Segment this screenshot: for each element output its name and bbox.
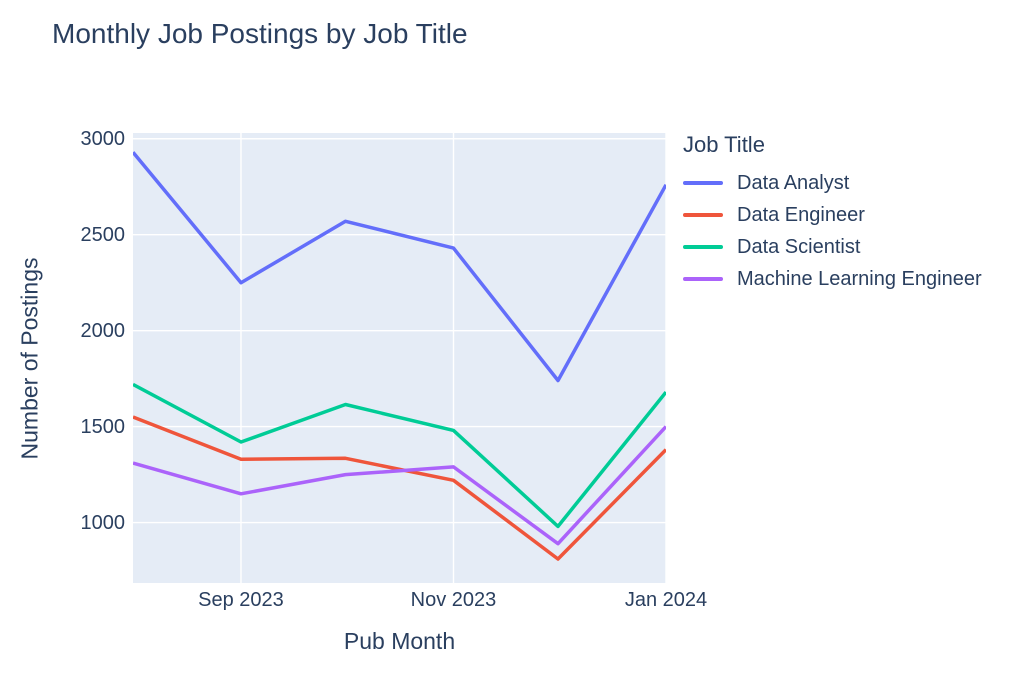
legend-item-machine-learning-engineer[interactable]: Machine Learning Engineer <box>683 263 982 295</box>
legend: Job Title Data Analyst Data Engineer Data … <box>683 132 982 295</box>
legend-label: Data Analyst <box>737 171 850 194</box>
x-axis-title: Pub Month <box>343 628 456 654</box>
y-tick-label: 3000 <box>80 127 126 150</box>
series-line-data-analyst[interactable] <box>133 151 666 383</box>
legend-label: Data Scientist <box>737 235 861 258</box>
x-tick-label: Jan 2024 <box>624 589 708 611</box>
y-axis-title: Number of Postings <box>16 257 43 459</box>
legend-items: Data Analyst Data Engineer Data Scientist M… <box>683 167 982 295</box>
legend-item-data-engineer[interactable]: Data Engineer <box>683 199 982 231</box>
y-tick-label: 1500 <box>80 415 126 438</box>
legend-title: Job Title <box>683 132 765 157</box>
legend-line-swatch <box>683 181 723 185</box>
legend-item-data-scientist[interactable]: Data Scientist <box>683 231 982 263</box>
plot-background <box>133 133 666 583</box>
y-axis-title-wrap: Number of Postings <box>10 133 50 583</box>
chart-title: Monthly Job Postings by Job Title <box>52 18 468 49</box>
x-tick-label: Nov 2023 <box>410 589 497 611</box>
y-tick-label: 2000 <box>80 319 126 342</box>
legend-label: Machine Learning Engineer <box>737 267 982 290</box>
series-line-data-scientist[interactable] <box>133 382 666 529</box>
legend-item-data-analyst[interactable]: Data Analyst <box>683 167 982 199</box>
series-line-machine-learning-engineer[interactable] <box>133 425 666 546</box>
chart-canvas[interactable] <box>133 133 666 583</box>
legend-line-swatch <box>683 245 723 249</box>
plot-area[interactable] <box>133 133 666 583</box>
y-axis-tick-labels: 1000 1500 2000 2500 3000 <box>0 0 126 674</box>
legend-line-swatch <box>683 277 723 281</box>
y-tick-label: 1000 <box>80 511 126 534</box>
y-tick-label: 2500 <box>80 223 126 246</box>
legend-label: Data Engineer <box>737 203 865 226</box>
legend-line-swatch <box>683 213 723 217</box>
x-tick-label: Sep 2023 <box>198 589 284 611</box>
